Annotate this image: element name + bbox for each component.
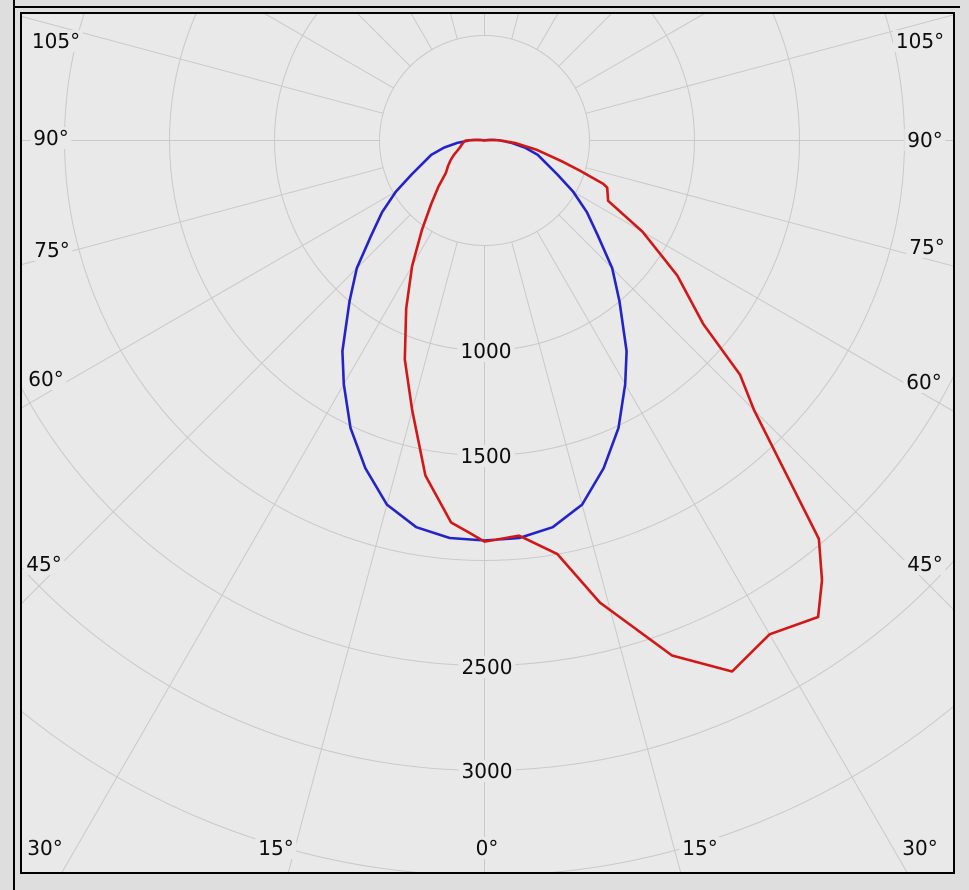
radial-value-label-1000: 1000 (457, 340, 515, 362)
angle-label-right-90deg: 90° (904, 129, 946, 151)
polar-grid-and-curves (22, 14, 953, 872)
grid-spoke-255 (22, 16, 384, 114)
angle-label-left-60deg: 60° (25, 368, 67, 390)
grid-spoke-300 (22, 192, 394, 409)
outer-frame-top-line (13, 6, 960, 8)
grid-spoke-210 (410, 14, 433, 50)
angle-label-right-45deg: 45° (904, 553, 946, 575)
grid-spoke-15 (511, 241, 682, 872)
angle-label-left-30deg: 30° (24, 837, 66, 859)
radial-value-label-1500: 1500 (457, 445, 515, 467)
angle-label-left-75deg: 75° (31, 239, 73, 261)
angle-label-left-45deg: 45° (23, 553, 65, 575)
angle-label-bottom-30deg: 30° (899, 837, 941, 859)
outer-frame-left-line (13, 0, 15, 890)
grid-spoke-45 (558, 214, 953, 610)
angle-label-bottom-15deg: 15° (679, 837, 721, 859)
grid-spoke-105 (585, 14, 953, 114)
grid-spoke-285 (22, 167, 384, 265)
polar-plot-area (20, 12, 955, 874)
angle-label-left-90deg: 90° (30, 127, 72, 149)
grid-spoke-30 (536, 231, 908, 872)
grid-circle-3500 (22, 705, 953, 872)
grid-spoke-315 (22, 214, 411, 604)
angle-label-right-60deg: 60° (903, 371, 945, 393)
radial-value-label-2500: 2500 (458, 656, 516, 678)
angle-label-left-105deg: 105° (28, 30, 84, 52)
grid-spoke-345 (287, 241, 458, 872)
radial-value-label-3000: 3000 (458, 760, 516, 782)
angle-label-bottom-0deg: 0° (472, 837, 502, 859)
grid-spoke-75 (585, 167, 953, 267)
angle-label-right-105deg: 105° (892, 30, 948, 52)
red-curve (403, 138, 824, 673)
grid-spoke-330 (61, 231, 433, 872)
grid-spoke-60 (575, 192, 953, 412)
angle-label-right-75deg: 75° (906, 236, 948, 258)
angle-label-bottom-15deg: 15° (255, 837, 297, 859)
